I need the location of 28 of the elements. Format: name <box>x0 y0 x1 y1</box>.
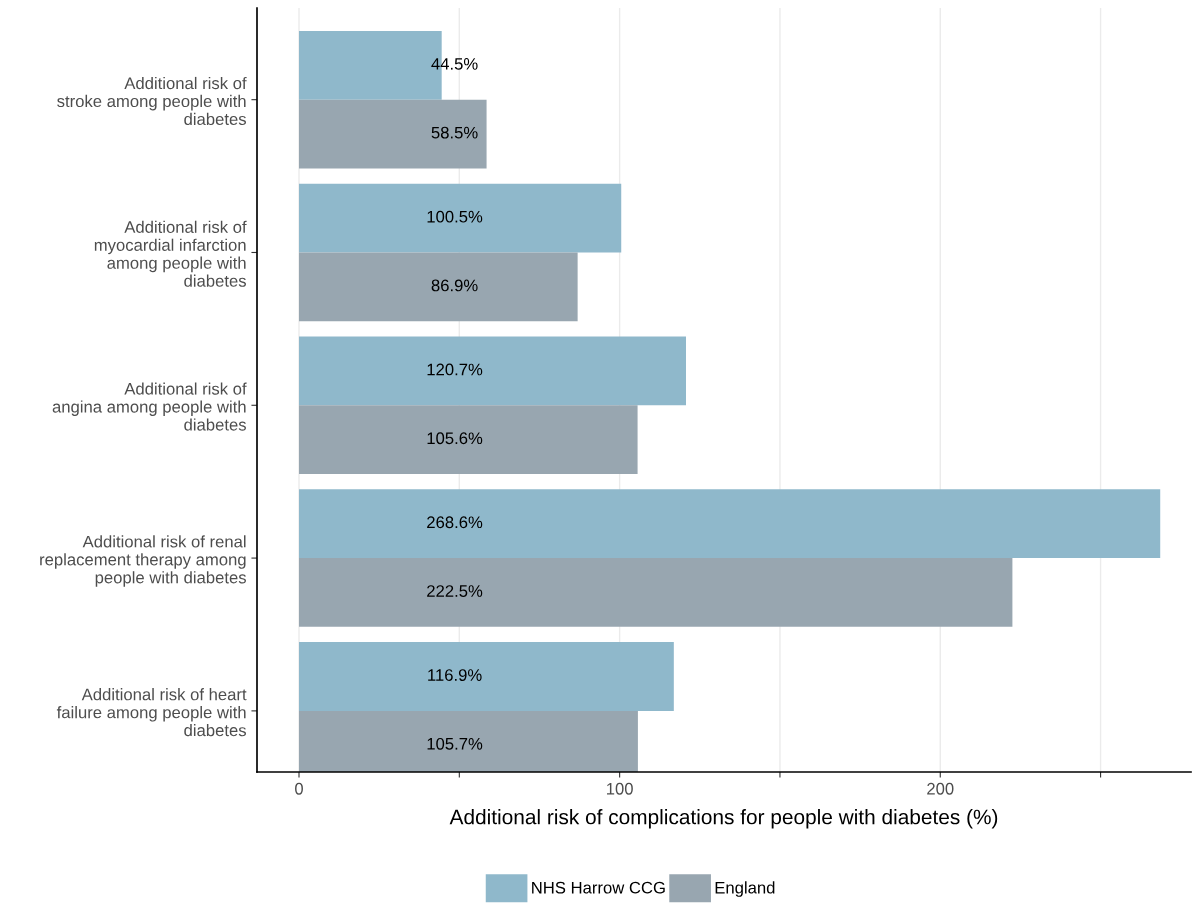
y-tick-label: Additional risk of renal replacement therapy among people with diabetes <box>40 535 246 587</box>
data-label: 268.6% <box>427 516 483 529</box>
data-label: 222.5% <box>427 585 483 597</box>
x-axis-title: Additional risk of complications for people with diabetes (%) <box>449 809 998 829</box>
bar <box>299 252 578 322</box>
data-label: 44.5% <box>431 58 478 70</box>
y-tick-label: Additional risk of stroke among people with diabetes <box>57 76 247 126</box>
y-tick-label: Additional risk of myocardial infarction among people with diabetes <box>94 220 247 287</box>
data-label: 105.7% <box>427 737 483 750</box>
data-label: 116.9% <box>428 669 482 681</box>
legend-label: NHS Harrow CCG <box>532 881 665 894</box>
bar <box>299 336 687 406</box>
x-tick-label: 0 <box>295 782 303 795</box>
legend-label: England <box>715 881 775 897</box>
data-label: 105.6% <box>427 432 483 445</box>
y-tick-label: Additional risk of angina among people with diabetes <box>52 382 247 431</box>
x-tick-label: 100 <box>607 782 633 795</box>
bar <box>299 405 638 475</box>
data-label: 58.5% <box>431 126 478 139</box>
data-label: 120.7% <box>427 363 483 376</box>
bar <box>299 99 487 169</box>
data-label: 86.9% <box>431 279 478 292</box>
x-tick-label: 200 <box>927 782 954 795</box>
y-tick-label: Additional risk of heart failure among people with diabetes <box>56 688 247 737</box>
bar <box>299 558 1013 627</box>
bar <box>299 183 622 253</box>
bar <box>299 489 1161 559</box>
data-label: 100.5% <box>427 210 483 223</box>
